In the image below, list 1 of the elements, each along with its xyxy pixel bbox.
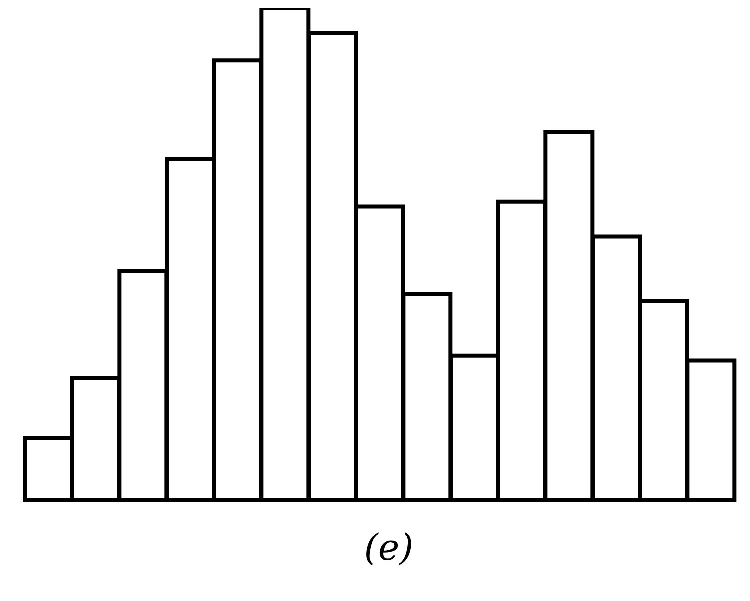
- text: (e): [363, 528, 415, 569]
